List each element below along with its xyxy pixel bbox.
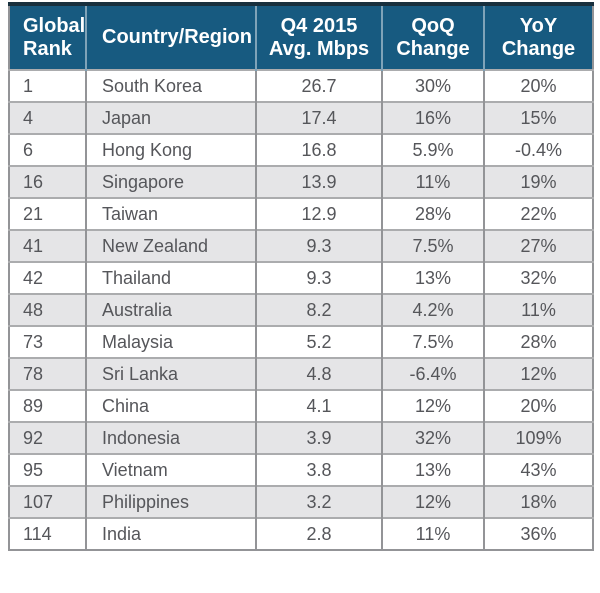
table-row: 6 Hong Kong 16.8 5.9% -0.4% — [9, 133, 593, 166]
table-row: 89 China 4.1 12% 20% — [9, 389, 593, 422]
country-cell: South Korea — [85, 69, 256, 102]
header-avg-mbps: Q4 2015 Avg. Mbps — [255, 2, 382, 70]
rank-cell: 89 — [9, 389, 86, 422]
rank-cell: 78 — [9, 357, 86, 390]
avg-mbps-cell: 5.2 — [255, 325, 382, 358]
qoq-change-cell: 7.5% — [381, 229, 484, 262]
qoq-change-cell: 13% — [381, 261, 484, 294]
avg-mbps-cell: 9.3 — [255, 229, 382, 262]
table-row: 73 Malaysia 5.2 7.5% 28% — [9, 325, 593, 358]
table-row: 4 Japan 17.4 16% 15% — [9, 101, 593, 134]
yoy-change-cell: 22% — [483, 197, 593, 230]
rank-cell: 73 — [9, 325, 86, 358]
country-cell: Vietnam — [85, 453, 256, 486]
avg-mbps-cell: 16.8 — [255, 133, 382, 166]
yoy-change-cell: 27% — [483, 229, 593, 262]
rank-cell: 41 — [9, 229, 86, 262]
qoq-change-cell: 11% — [381, 165, 484, 198]
qoq-change-cell: 13% — [381, 453, 484, 486]
yoy-change-cell: 11% — [483, 293, 593, 326]
avg-mbps-cell: 13.9 — [255, 165, 382, 198]
yoy-change-cell: 36% — [483, 517, 593, 550]
rank-cell: 1 — [9, 69, 86, 102]
avg-mbps-cell: 3.8 — [255, 453, 382, 486]
rank-cell: 114 — [9, 517, 86, 550]
rank-cell: 16 — [9, 165, 86, 198]
country-cell: Japan — [85, 101, 256, 134]
qoq-change-cell: 12% — [381, 389, 484, 422]
avg-mbps-cell: 12.9 — [255, 197, 382, 230]
table-row: 16 Singapore 13.9 11% 19% — [9, 165, 593, 198]
country-cell: Thailand — [85, 261, 256, 294]
country-cell: Sri Lanka — [85, 357, 256, 390]
country-cell: India — [85, 517, 256, 550]
yoy-change-cell: 109% — [483, 421, 593, 454]
country-cell: China — [85, 389, 256, 422]
avg-mbps-cell: 2.8 — [255, 517, 382, 550]
yoy-change-cell: 18% — [483, 485, 593, 518]
qoq-change-cell: 11% — [381, 517, 484, 550]
table-row: 107 Philippines 3.2 12% 18% — [9, 485, 593, 518]
qoq-change-cell: 28% — [381, 197, 484, 230]
rank-cell: 6 — [9, 133, 86, 166]
yoy-change-cell: 43% — [483, 453, 593, 486]
table-row: 95 Vietnam 3.8 13% 43% — [9, 453, 593, 486]
table-row: 1 South Korea 26.7 30% 20% — [9, 69, 593, 102]
table-row: 114 India 2.8 11% 36% — [9, 517, 593, 550]
header-row: Global Rank Country/Region Q4 2015 Avg. … — [9, 2, 593, 70]
qoq-change-cell: 30% — [381, 69, 484, 102]
yoy-change-cell: 20% — [483, 389, 593, 422]
country-cell: Hong Kong — [85, 133, 256, 166]
qoq-change-cell: 5.9% — [381, 133, 484, 166]
yoy-change-cell: 19% — [483, 165, 593, 198]
qoq-change-cell: 12% — [381, 485, 484, 518]
country-cell: Australia — [85, 293, 256, 326]
rank-cell: 92 — [9, 421, 86, 454]
avg-mbps-cell: 3.9 — [255, 421, 382, 454]
qoq-change-cell: 16% — [381, 101, 484, 134]
qoq-change-cell: -6.4% — [381, 357, 484, 390]
table-row: 42 Thailand 9.3 13% 32% — [9, 261, 593, 294]
header-global-rank: Global Rank — [9, 2, 86, 70]
avg-mbps-cell: 3.2 — [255, 485, 382, 518]
country-cell: Indonesia — [85, 421, 256, 454]
rank-cell: 95 — [9, 453, 86, 486]
table-row: 21 Taiwan 12.9 28% 22% — [9, 197, 593, 230]
qoq-change-cell: 4.2% — [381, 293, 484, 326]
country-cell: Malaysia — [85, 325, 256, 358]
avg-mbps-cell: 8.2 — [255, 293, 382, 326]
yoy-change-cell: 20% — [483, 69, 593, 102]
yoy-change-cell: -0.4% — [483, 133, 593, 166]
avg-mbps-cell: 4.1 — [255, 389, 382, 422]
header-yoy-change: YoY Change — [483, 2, 593, 70]
rank-cell: 21 — [9, 197, 86, 230]
avg-mbps-cell: 4.8 — [255, 357, 382, 390]
header-country-region: Country/Region — [85, 2, 256, 70]
table-row: 41 New Zealand 9.3 7.5% 27% — [9, 229, 593, 262]
avg-mbps-cell: 17.4 — [255, 101, 382, 134]
yoy-change-cell: 28% — [483, 325, 593, 358]
rank-cell: 107 — [9, 485, 86, 518]
rank-cell: 4 — [9, 101, 86, 134]
header-qoq-change: QoQ Change — [381, 2, 484, 70]
qoq-change-cell: 32% — [381, 421, 484, 454]
rank-cell: 48 — [9, 293, 86, 326]
qoq-change-cell: 7.5% — [381, 325, 484, 358]
country-cell: Philippines — [85, 485, 256, 518]
country-cell: Singapore — [85, 165, 256, 198]
table-row: 92 Indonesia 3.9 32% 109% — [9, 421, 593, 454]
yoy-change-cell: 15% — [483, 101, 593, 134]
country-cell: New Zealand — [85, 229, 256, 262]
yoy-change-cell: 32% — [483, 261, 593, 294]
table-row: 48 Australia 8.2 4.2% 11% — [9, 293, 593, 326]
table-row: 78 Sri Lanka 4.8 -6.4% 12% — [9, 357, 593, 390]
yoy-change-cell: 12% — [483, 357, 593, 390]
avg-mbps-cell: 9.3 — [255, 261, 382, 294]
country-cell: Taiwan — [85, 197, 256, 230]
rank-cell: 42 — [9, 261, 86, 294]
apac-avg-connection-speed-table: Global Rank Country/Region Q4 2015 Avg. … — [8, 2, 594, 551]
avg-mbps-cell: 26.7 — [255, 69, 382, 102]
